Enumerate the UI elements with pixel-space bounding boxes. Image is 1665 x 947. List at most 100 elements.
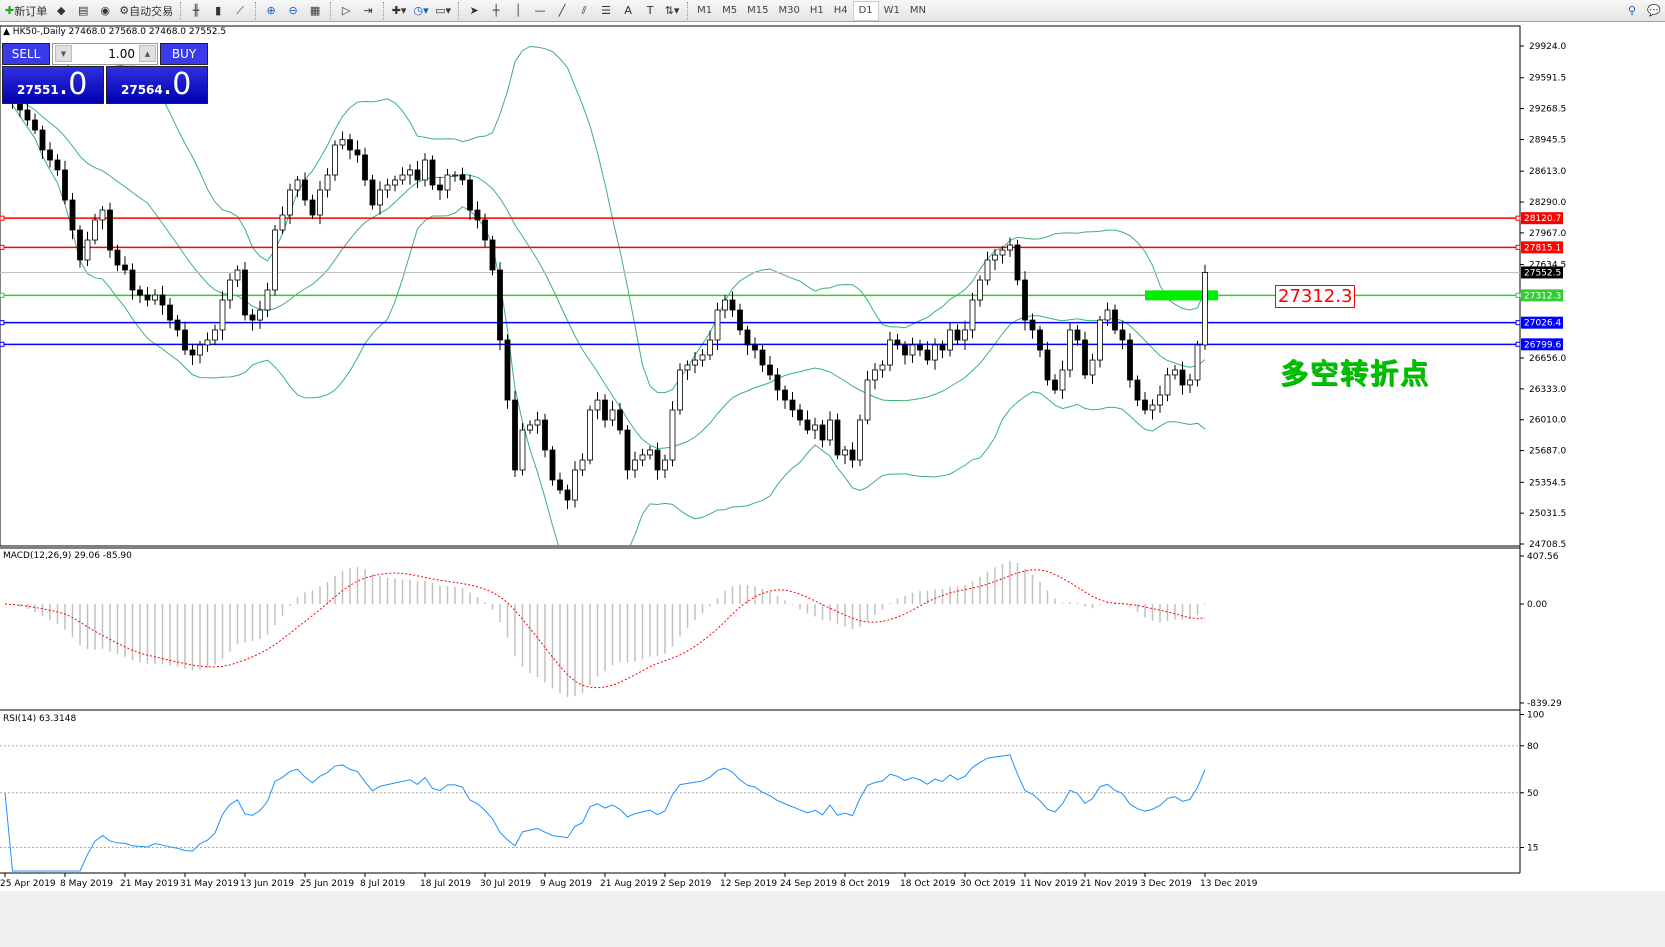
date-tick-label: 8 Oct 2019 bbox=[840, 879, 890, 889]
candle-body bbox=[362, 154, 368, 181]
toolbar-label: T bbox=[646, 4, 654, 17]
trendline-button[interactable]: ╱ bbox=[551, 1, 573, 21]
toolbar-separator bbox=[458, 1, 460, 20]
line-chart-button[interactable]: ⟋ bbox=[229, 1, 251, 21]
line-handle bbox=[0, 320, 5, 326]
candle bbox=[1172, 365, 1178, 380]
candle-body bbox=[1112, 309, 1118, 331]
price-tick-label: 28290.0 bbox=[1529, 198, 1566, 208]
candle-body bbox=[917, 344, 923, 351]
market-watch-button[interactable]: ◆ bbox=[50, 1, 72, 21]
toolbar-separator bbox=[330, 1, 332, 20]
candle bbox=[362, 147, 368, 187]
timeframe-m15[interactable]: M15 bbox=[747, 5, 769, 16]
lot-increase-button[interactable]: ▲ bbox=[139, 45, 156, 62]
chart-shift-button[interactable]: ⇥ bbox=[357, 1, 379, 21]
candle-body bbox=[114, 249, 121, 266]
candle bbox=[489, 235, 496, 276]
candle bbox=[504, 334, 511, 409]
search-button[interactable]: ⚲ bbox=[1621, 1, 1643, 21]
candle-body bbox=[1029, 319, 1036, 331]
candle bbox=[999, 246, 1006, 264]
candle bbox=[69, 193, 76, 240]
status-area bbox=[0, 891, 1665, 947]
tile-windows-button[interactable]: ▦ bbox=[304, 1, 326, 21]
candle-body bbox=[264, 289, 271, 311]
timeframe-d1[interactable]: D1 bbox=[852, 0, 879, 21]
vertical-line-button[interactable]: │ bbox=[507, 1, 529, 21]
candle-body bbox=[92, 219, 98, 241]
text-button[interactable]: A bbox=[617, 1, 639, 21]
timeframe-m5[interactable]: M5 bbox=[722, 5, 738, 16]
candle bbox=[714, 302, 721, 351]
new-order-button[interactable]: ✚ 新订单 bbox=[2, 1, 50, 21]
candle bbox=[474, 201, 481, 229]
sell-price-button[interactable]: 27551.0 bbox=[2, 66, 104, 104]
candle bbox=[962, 320, 968, 350]
bollinger-middle bbox=[4, 89, 1206, 450]
templates-button[interactable]: ▭▾ bbox=[432, 1, 454, 21]
candle-body bbox=[767, 364, 773, 376]
timeframe-w1[interactable]: W1 bbox=[883, 5, 900, 16]
bar-chart-button[interactable]: ╫ bbox=[185, 1, 207, 21]
zoom-out-button[interactable]: ⊖ bbox=[282, 1, 304, 21]
candle bbox=[227, 273, 233, 309]
candle-body bbox=[392, 179, 398, 186]
timeframe-mn[interactable]: MN bbox=[909, 5, 927, 16]
line-handle bbox=[0, 244, 5, 250]
candle bbox=[264, 282, 271, 318]
periods-button[interactable]: ◷▾ bbox=[410, 1, 432, 21]
timeframe-m30[interactable]: M30 bbox=[778, 5, 800, 16]
lot-size-input[interactable]: 1.00 bbox=[52, 43, 158, 65]
templates-icon: ▭▾ bbox=[435, 4, 452, 17]
candle bbox=[977, 275, 983, 307]
cursor-button[interactable]: ➤ bbox=[463, 1, 485, 21]
candle bbox=[992, 248, 998, 271]
date-tick-label: 21 Nov 2019 bbox=[1080, 879, 1138, 889]
highlight-zone bbox=[1145, 290, 1218, 301]
lot-decrease-button[interactable]: ▼ bbox=[55, 45, 72, 62]
arrows-button[interactable]: ⇅▾ bbox=[661, 1, 683, 21]
timeframe-h1[interactable]: H1 bbox=[809, 5, 824, 16]
price-tick-label: 25031.5 bbox=[1529, 509, 1566, 519]
buy-button[interactable]: BUY bbox=[160, 43, 208, 65]
trendline-icon: ╱ bbox=[558, 4, 566, 17]
indicators-button[interactable]: ✚▾ bbox=[388, 1, 410, 21]
annotation-text[interactable]: 多空转折点 bbox=[1280, 357, 1431, 390]
price-tick-label: 28613.0 bbox=[1529, 167, 1566, 177]
candle-body bbox=[587, 409, 593, 461]
candle-body bbox=[909, 344, 916, 356]
equidistant-channel-button[interactable]: ⫽ bbox=[573, 1, 595, 21]
candle-body bbox=[1127, 339, 1133, 381]
candle bbox=[1112, 304, 1118, 335]
text-label-button[interactable]: T bbox=[639, 1, 661, 21]
fibonacci-button[interactable]: ☰ bbox=[595, 1, 617, 21]
autotrading-button[interactable]: ⚙ 自动交易 bbox=[116, 1, 176, 21]
zoom-in-button[interactable]: ⊕ bbox=[260, 1, 282, 21]
signal-button[interactable]: ◉ bbox=[94, 1, 116, 21]
timeframe-h4[interactable]: H4 bbox=[833, 5, 848, 16]
price-plot bbox=[0, 45, 1520, 545]
candlestick-button[interactable]: ▮ bbox=[207, 1, 229, 21]
buy-price-button[interactable]: 27564.0 bbox=[106, 66, 208, 104]
date-tick-label: 21 Aug 2019 bbox=[600, 879, 658, 889]
horizontal-line-button[interactable]: — bbox=[529, 1, 551, 21]
candle-body bbox=[609, 409, 616, 421]
navigator-button[interactable]: ▤ bbox=[72, 1, 94, 21]
candle bbox=[752, 337, 758, 359]
candle bbox=[1022, 271, 1028, 331]
candle-body bbox=[182, 329, 188, 351]
timeframe-m1[interactable]: M1 bbox=[697, 5, 713, 16]
candle-body bbox=[527, 424, 533, 431]
candle-body bbox=[654, 449, 661, 471]
auto-scroll-button[interactable]: ▷ bbox=[335, 1, 357, 21]
annotation-price-label[interactable]: 27312.3 bbox=[1275, 285, 1356, 308]
candle bbox=[452, 171, 458, 182]
candle bbox=[152, 289, 158, 305]
candle bbox=[1007, 237, 1013, 257]
crosshair-button[interactable]: ┼ bbox=[485, 1, 507, 21]
sell-button[interactable]: SELL bbox=[2, 43, 50, 65]
fibonacci-icon: ☰ bbox=[601, 4, 612, 17]
community-button[interactable]: 💬 bbox=[1643, 1, 1665, 21]
